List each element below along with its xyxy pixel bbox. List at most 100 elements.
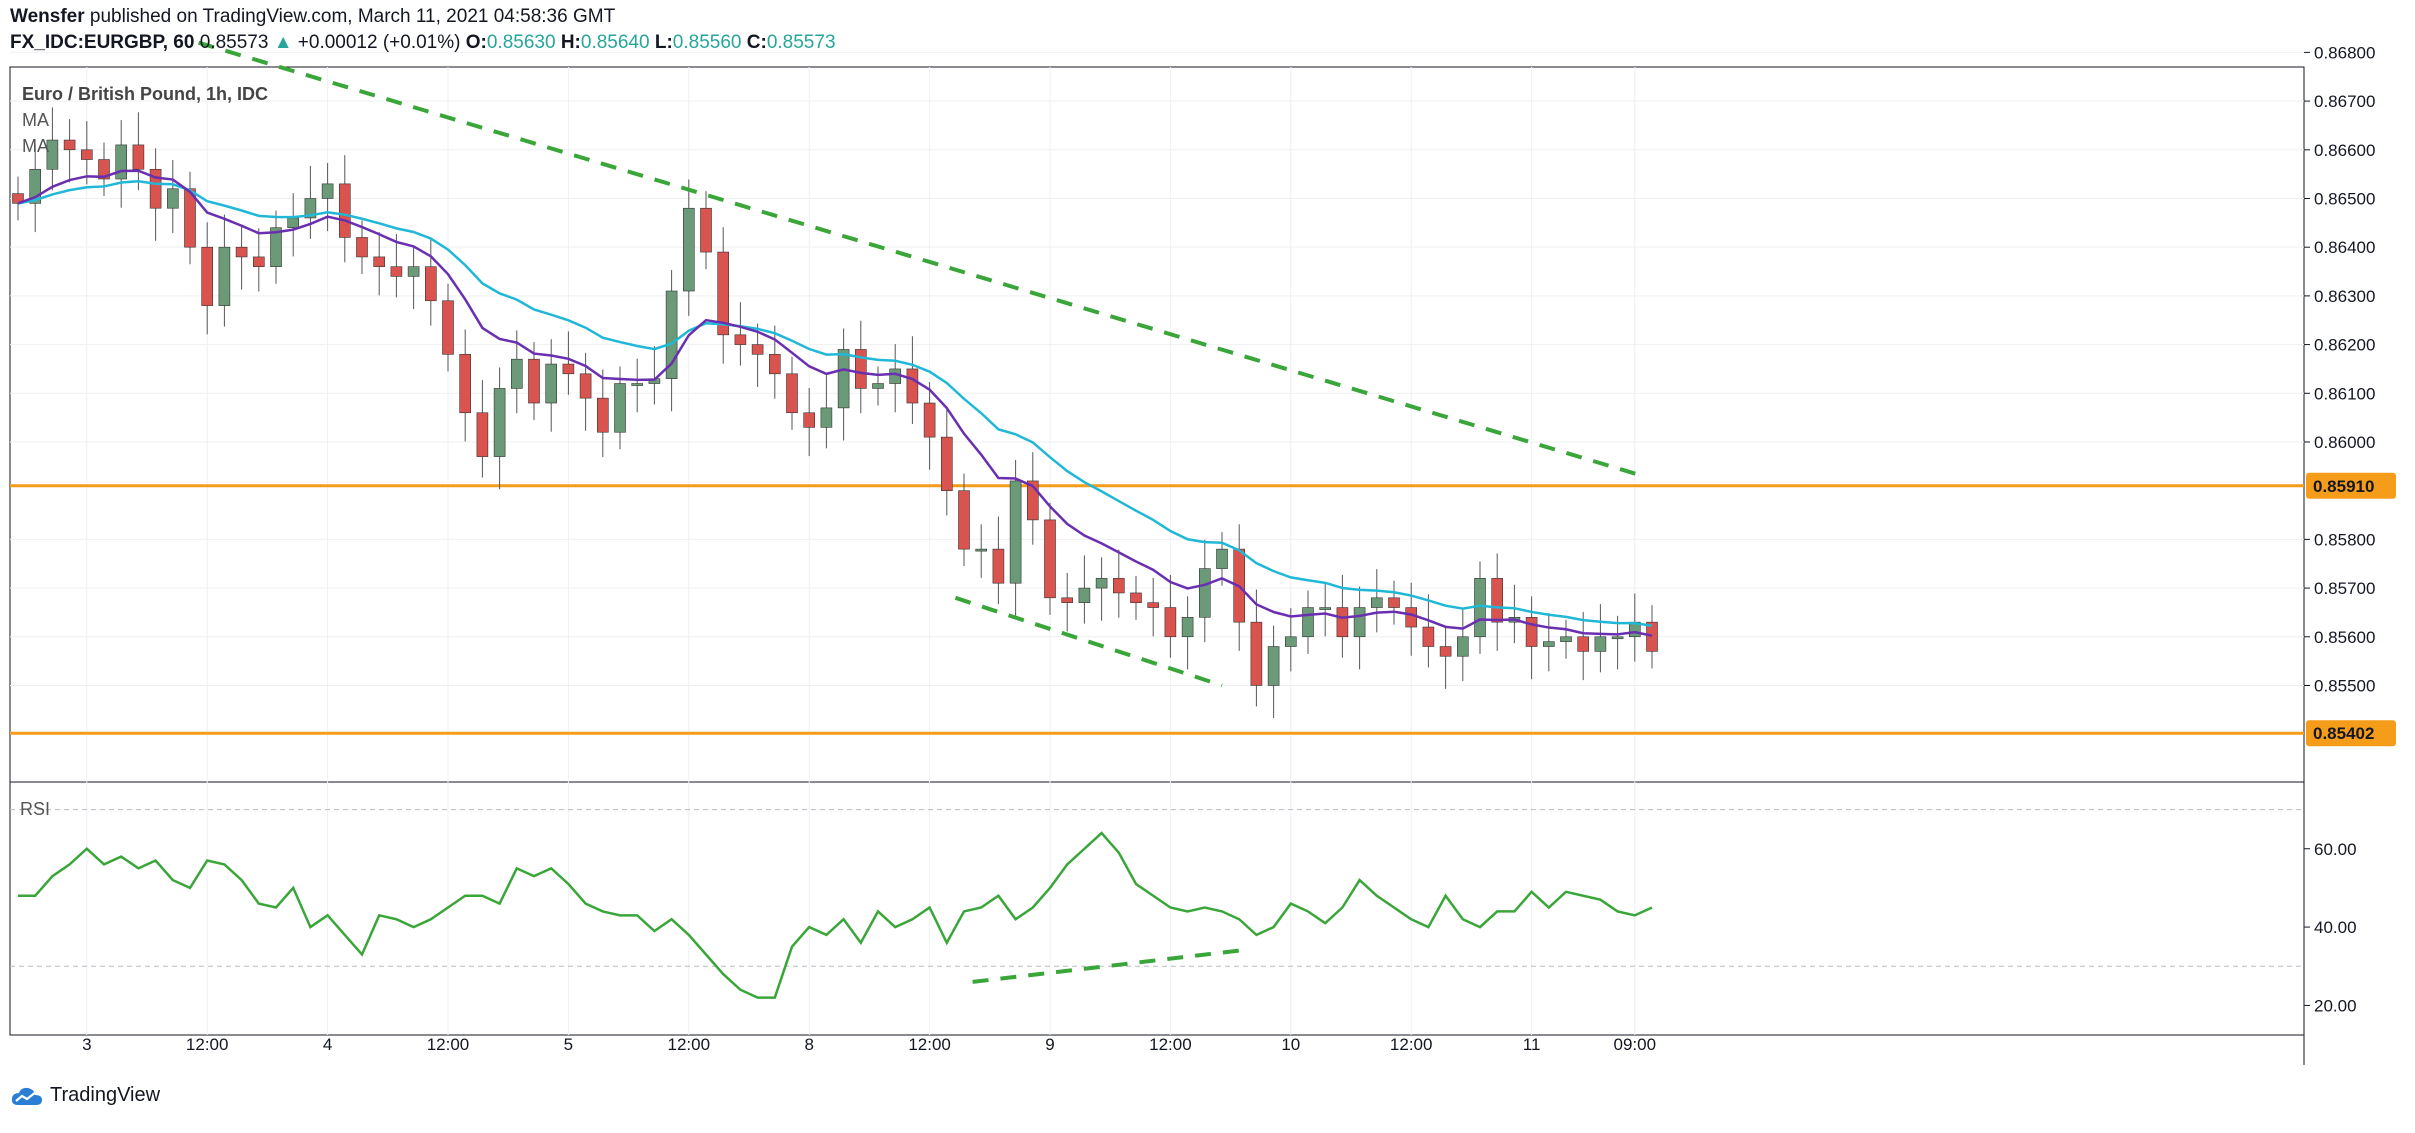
symbol-label: FX_IDC:EURGBP, 60 <box>10 32 195 53</box>
candle-up <box>1267 646 1280 686</box>
tradingview-cloud-icon <box>11 1087 42 1105</box>
x-tick-label: 12:00 <box>908 1035 951 1054</box>
candle-down <box>596 397 609 433</box>
candle-down <box>700 207 712 253</box>
candle-down <box>1044 519 1056 599</box>
legend-ma1: MA <box>22 110 49 130</box>
candle-down <box>459 354 472 414</box>
candle-down <box>1113 578 1125 594</box>
candle-up <box>1611 636 1624 640</box>
publish-line: Wensfer published on TradingView.com, Ma… <box>10 6 615 28</box>
candle-down <box>253 256 265 267</box>
candle-up <box>1285 636 1297 647</box>
candle-down <box>1405 607 1417 628</box>
open-label: O: <box>465 32 487 53</box>
x-tick-label: 12:00 <box>1390 1035 1433 1054</box>
candle-down <box>717 251 730 336</box>
rsi-y-tick-label: 20.00 <box>2314 996 2357 1015</box>
candle-down <box>476 412 489 457</box>
candle-down <box>1577 636 1589 652</box>
legend-rsi: RSI <box>20 799 50 819</box>
candle-down <box>958 490 970 550</box>
high-value: 0.85640 <box>580 32 650 53</box>
candle-down <box>751 344 764 355</box>
y-tick-label: 0.85700 <box>2314 579 2375 598</box>
x-tick-label: 8 <box>804 1035 813 1054</box>
candle-down <box>562 363 575 375</box>
candle-up <box>270 227 282 267</box>
x-tick-label: 12:00 <box>427 1035 470 1054</box>
level-price-label: 0.85402 <box>2313 724 2374 743</box>
y-tick-label: 0.85800 <box>2314 530 2375 549</box>
y-tick-label: 0.86500 <box>2314 189 2375 208</box>
candle-down <box>1422 626 1435 647</box>
candle-down <box>184 188 196 248</box>
candle-up <box>1199 568 1211 618</box>
level-price-tag <box>2306 720 2396 747</box>
candle-down <box>940 436 953 491</box>
trendline-lower-channel <box>954 595 1223 688</box>
candle-down <box>132 144 145 170</box>
y-tick-label: 0.86800 <box>2314 43 2375 62</box>
candle-up <box>46 139 59 170</box>
candle-down <box>1439 646 1452 657</box>
candle-down <box>235 246 248 258</box>
candle-up <box>218 246 231 306</box>
candle-up <box>1095 578 1108 589</box>
open-value: 0.85630 <box>486 32 556 53</box>
candle-down <box>98 159 110 180</box>
candle-down <box>1491 578 1503 623</box>
level-price-label: 0.85910 <box>2313 477 2374 496</box>
x-tick-label: 10 <box>1281 1035 1300 1054</box>
x-tick-label: 4 <box>323 1035 332 1054</box>
candle-down <box>356 237 368 258</box>
candle-down <box>63 139 76 151</box>
legend-ma2: MA <box>22 136 49 156</box>
candle-down <box>1525 616 1538 647</box>
candle-up <box>510 358 523 389</box>
candle-down <box>768 354 781 375</box>
author-name[interactable]: Wensfer <box>10 6 85 27</box>
candle-up <box>287 217 300 229</box>
candle-down <box>201 246 213 306</box>
candle-up <box>665 290 678 379</box>
y-tick-label: 0.86100 <box>2314 384 2375 403</box>
candle-up <box>1302 607 1314 638</box>
candle-down <box>906 368 919 404</box>
change-up-icon: ▲ <box>273 32 293 53</box>
candle-down <box>1164 607 1177 638</box>
candle-up <box>1009 480 1022 584</box>
candle-up <box>1353 607 1366 638</box>
candle-up <box>614 383 626 433</box>
x-tick-label: 3 <box>82 1035 91 1054</box>
y-tick-label: 0.86400 <box>2314 238 2375 257</box>
level-price-tag <box>2306 472 2396 499</box>
candle-up <box>545 363 558 404</box>
candle-down <box>854 349 867 389</box>
candle-up <box>1216 548 1228 569</box>
candle-down <box>803 412 816 428</box>
candle-up <box>493 388 506 457</box>
candle-up <box>872 383 884 389</box>
high-label: H: <box>560 32 581 53</box>
candle-down <box>1061 597 1073 603</box>
y-tick-label: 0.86600 <box>2314 141 2375 160</box>
last-price: 0.85573 <box>199 32 269 53</box>
candle-down <box>734 334 747 345</box>
candle-up <box>1560 636 1572 642</box>
candle-down <box>81 149 93 160</box>
candle-up <box>1594 636 1607 652</box>
candle-up <box>837 349 850 409</box>
rsi-y-tick-label: 40.00 <box>2314 918 2357 937</box>
candle-down <box>1250 621 1263 686</box>
y-tick-label: 0.86000 <box>2314 433 2375 452</box>
rsi-line <box>18 831 1653 999</box>
tradingview-logo[interactable]: TradingView <box>10 1084 160 1107</box>
y-tick-label: 0.85600 <box>2314 628 2375 647</box>
candle-down <box>1646 621 1658 652</box>
low-value: 0.85560 <box>672 32 742 53</box>
y-tick-label: 0.86700 <box>2314 92 2375 111</box>
candle-up <box>1371 597 1383 608</box>
